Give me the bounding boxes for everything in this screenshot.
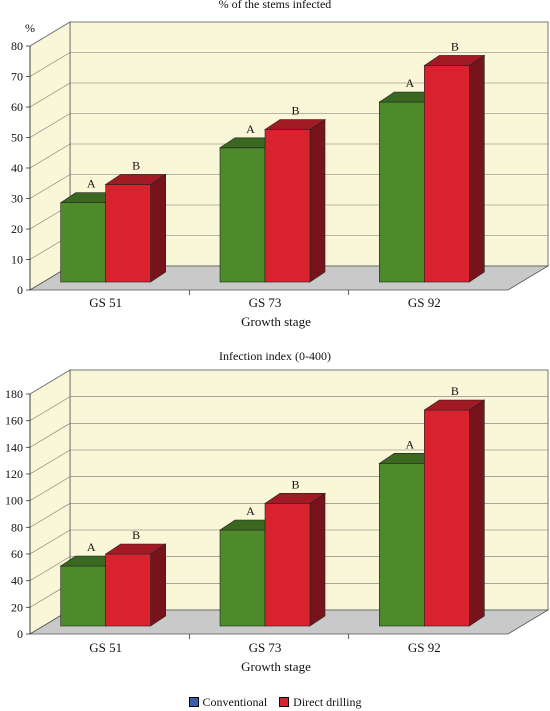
bar	[219, 529, 266, 627]
bar-side	[469, 399, 485, 627]
data-label: A	[405, 76, 414, 90]
y-tick-label: 10	[11, 253, 23, 267]
bar	[379, 463, 425, 627]
bar-top	[264, 119, 326, 130]
bar-side	[309, 118, 326, 283]
gridline	[29, 396, 548, 421]
data-label: B	[291, 477, 299, 491]
legend-label-direct-drilling: Direct drilling	[293, 694, 362, 709]
y-tick-label: 60	[11, 100, 23, 114]
y-tick-label: 180	[5, 387, 23, 401]
bar	[105, 553, 151, 627]
x-tick-label: GS 92	[408, 640, 441, 655]
y-tick-label: 0	[17, 627, 23, 641]
y-tick-label: 20	[11, 600, 23, 614]
bar-side	[150, 173, 166, 283]
gridline	[29, 21, 548, 47]
bar-top	[104, 174, 167, 185]
chart-title: Infection index (0-400)	[219, 349, 331, 363]
y-tick-label: 160	[5, 414, 23, 428]
y-tick-label: 0	[17, 283, 23, 297]
legend-label-conventional: Conventional	[202, 694, 268, 709]
data-label: B	[132, 158, 140, 172]
gridline	[29, 82, 548, 108]
data-label: B	[291, 104, 299, 118]
bar	[105, 184, 151, 283]
y-tick-label: 40	[11, 161, 23, 175]
bar-side	[309, 492, 326, 627]
x-tick-label: GS 51	[89, 640, 122, 655]
y-tick-label: 140	[5, 440, 23, 454]
x-tick-label: GS 92	[408, 295, 441, 310]
bar	[264, 129, 311, 283]
bar	[60, 565, 106, 627]
y-tick-label: 80	[11, 520, 23, 534]
bar	[264, 503, 311, 627]
data-label: A	[246, 122, 255, 136]
bar-side	[469, 54, 485, 283]
legend-item-direct-drilling: Direct drilling	[279, 694, 362, 710]
gridline	[29, 369, 548, 395]
data-label: A	[246, 504, 255, 518]
data-label: B	[132, 528, 140, 542]
y-axis-label: %	[25, 21, 35, 35]
gridline	[29, 449, 548, 475]
y-tick-label: 120	[5, 467, 23, 481]
y-tick-label: 40	[11, 574, 23, 588]
data-label: B	[451, 39, 459, 53]
legend-swatch-direct-drilling	[279, 697, 290, 707]
y-tick-label: 100	[5, 494, 23, 508]
y-tick-label: 50	[11, 131, 23, 145]
x-tick-label: GS 73	[249, 640, 282, 655]
chart-1: 0 10 20 30 40 50 60 70 80 GS 51 GS 73 GS 92 A B A B A B % …	[11, 0, 550, 329]
bar-top	[264, 493, 326, 504]
bar-side	[150, 543, 166, 627]
legend: Conventional Direct drilling	[0, 694, 550, 710]
gridline	[29, 52, 548, 77]
x-axis-label: Growth stage	[241, 659, 311, 674]
bar	[219, 147, 266, 283]
data-label: A	[87, 540, 96, 554]
bar	[60, 202, 106, 283]
y-tick-label: 80	[11, 39, 23, 53]
chart-2: 0 20 40 60 80 100 120 140 160 180 GS 51 GS 73 GS 92 A…	[5, 349, 550, 674]
y-tick-label: 30	[11, 192, 23, 206]
legend-swatch-conventional	[188, 697, 199, 707]
bar-top	[104, 543, 167, 555]
bar	[424, 409, 470, 627]
x-tick-label: GS 73	[249, 295, 282, 310]
gridline	[29, 423, 548, 448]
bar-top	[423, 399, 486, 411]
data-label: A	[87, 177, 96, 191]
bar	[379, 101, 425, 283]
bar-top	[423, 55, 486, 66]
data-label: B	[451, 384, 459, 398]
x-tick-label: GS 51	[89, 295, 122, 310]
data-label: A	[405, 437, 414, 451]
x-axis-label: Growth stage	[241, 314, 311, 329]
y-tick-label: 20	[11, 222, 23, 236]
chart-title: % of the stems infected	[219, 0, 332, 11]
y-tick-label: 60	[11, 547, 23, 561]
y-tick-label: 70	[11, 70, 23, 84]
bar	[424, 65, 470, 283]
legend-item-conventional: Conventional	[188, 694, 268, 710]
